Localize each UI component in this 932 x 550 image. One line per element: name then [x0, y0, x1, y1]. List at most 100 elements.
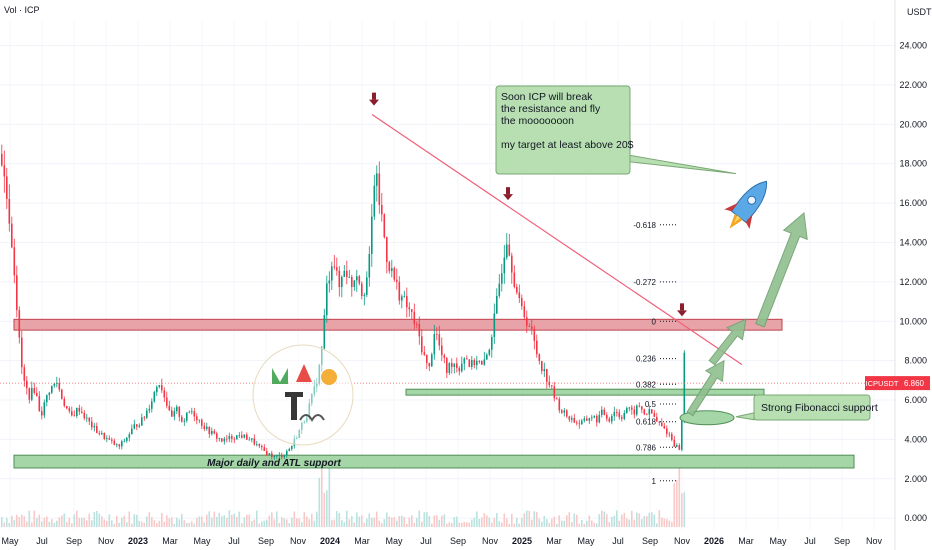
candle-body [666, 428, 668, 434]
volume-bar [301, 522, 303, 527]
note-line-5: my target at least above 20$ [501, 139, 634, 151]
candle-body [136, 424, 138, 427]
candle-body [306, 417, 308, 422]
candle-body [61, 389, 63, 399]
note-line-1: Soon ICP will break [501, 91, 593, 103]
candle-body [193, 411, 196, 417]
volume-bar [151, 517, 153, 527]
candle-body [568, 416, 571, 420]
candle-body [476, 360, 478, 366]
rocket-icon [724, 180, 767, 230]
candle-body [216, 433, 218, 439]
candle-body [28, 388, 31, 400]
candle-body [311, 393, 313, 404]
volume-bar [78, 517, 81, 527]
y-tick-label: 2.000 [904, 474, 927, 484]
candle-body [518, 292, 521, 299]
fib-note[interactable]: Strong Fibonacci support [753, 394, 878, 421]
candle-body [631, 407, 633, 410]
volume-bar [81, 517, 83, 527]
volume-bar [463, 521, 466, 527]
volume-bar [293, 511, 296, 527]
volume-bar [323, 492, 326, 527]
candle-body [443, 355, 446, 358]
candle-body [453, 363, 456, 368]
volume-bar [633, 519, 636, 527]
peak-marker-arrow [506, 187, 510, 195]
candle-body [256, 444, 258, 445]
candle-body [368, 254, 371, 278]
candle-body [561, 410, 563, 413]
candle-body [491, 337, 493, 350]
candle-body [258, 444, 261, 446]
candle-body [541, 361, 543, 372]
volume-bar [216, 517, 218, 527]
candle-body [391, 268, 393, 272]
volume-bar [341, 520, 343, 527]
volume-bar [513, 523, 516, 527]
x-tick-label: Sep [834, 536, 850, 546]
candle-body [458, 367, 461, 372]
candle-body [363, 294, 366, 296]
volume-bar [538, 518, 541, 527]
candle-body [423, 352, 426, 355]
volume-bar [188, 522, 191, 527]
volume-bar [356, 512, 358, 527]
volume-bar [183, 520, 186, 527]
candle-body [456, 363, 458, 368]
volume-bar [478, 518, 481, 527]
candle-body [601, 409, 603, 416]
candle-body [48, 392, 51, 396]
x-tick-label: 2025 [512, 536, 532, 546]
overlay [0, 92, 895, 482]
volume-bar [601, 510, 603, 527]
volume-bar [468, 522, 471, 527]
currency-label: USDT [907, 7, 932, 17]
target-note[interactable]: Soon ICP will break the resistance and f… [495, 85, 634, 175]
candle-body [646, 414, 648, 416]
x-tick-label: Mar [162, 536, 178, 546]
volume-bar [516, 517, 518, 527]
volume-bar [138, 520, 141, 527]
volume-bar [108, 514, 111, 527]
volume-bar [473, 517, 476, 527]
x-tick-label: Nov [482, 536, 499, 546]
volume-bar [306, 516, 308, 527]
volume-bar [106, 520, 108, 527]
candle-body [148, 408, 151, 411]
x-tick-label: Nov [674, 536, 691, 546]
volume-bar [678, 462, 681, 527]
candle-body [493, 313, 496, 338]
volume-bar [51, 519, 53, 527]
volume-bar [526, 510, 528, 527]
candle-body [218, 438, 221, 440]
volume-bar [383, 519, 386, 527]
volume-bar [646, 516, 648, 527]
volume-bar [118, 522, 121, 527]
candle-body [88, 417, 91, 422]
volume-bar [31, 522, 33, 527]
candle-body [128, 434, 131, 438]
atl-support-label: Major daily and ATL support [207, 458, 341, 469]
volume-bar [258, 523, 261, 527]
volume-bar [226, 517, 228, 527]
x-tick-label: Nov [98, 536, 115, 546]
candle-body [536, 340, 538, 355]
volume-bar [213, 511, 216, 527]
volume-bar [86, 520, 88, 527]
volume-bar [446, 523, 448, 527]
volume-bar [408, 517, 411, 527]
candle-body [513, 272, 516, 287]
volume-bar [273, 519, 276, 527]
candle-body [338, 270, 341, 288]
volume-bar [113, 523, 116, 527]
volume-bar [363, 522, 366, 527]
candle-body [16, 275, 18, 311]
resistance-trendline [371, 114, 743, 366]
volume-bar [271, 512, 273, 527]
volume-bar [436, 515, 438, 527]
symbol-tag-text: ICPUSDT [866, 379, 899, 388]
x-tick-label: Jul [228, 536, 240, 546]
